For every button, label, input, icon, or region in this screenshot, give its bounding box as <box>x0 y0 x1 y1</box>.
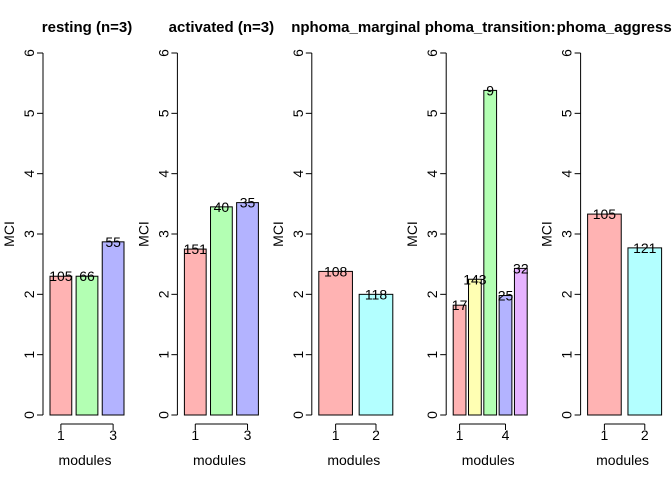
bar <box>210 206 233 416</box>
chart-panel: phoma_transition: 0 1 2 3 4 5 6 MCI 17 143 9 25 32 1 4 m… <box>404 19 555 468</box>
y-axis-label: MCI <box>404 221 420 247</box>
bar <box>452 304 467 416</box>
y-tick-label: 5 <box>559 109 575 117</box>
chart-panel: resting (n=3) 0 1 2 3 4 5 6 MCI 105 66 55 1 3 modules <box>1 19 132 468</box>
x-axis-label: modules <box>193 452 246 468</box>
x-tick-label: 1 <box>456 427 464 443</box>
bar <box>75 275 99 416</box>
x-axis-label: modules <box>462 452 515 468</box>
bar-value-label: 17 <box>452 297 468 313</box>
bar <box>183 248 207 416</box>
panel-title: phoma_aggressive <box>557 19 672 36</box>
y-tick-label: 1 <box>155 351 171 359</box>
y-tick-label: 4 <box>155 170 171 178</box>
x-tick-label: 1 <box>57 427 65 443</box>
bar <box>318 270 353 416</box>
y-tick-label: 4 <box>424 170 440 178</box>
y-tick-label: 0 <box>21 411 37 419</box>
x-axis-label: modules <box>327 452 380 468</box>
y-tick-label: 5 <box>290 109 306 117</box>
panel-title: phoma_transition: <box>425 19 556 36</box>
y-tick-label: 6 <box>21 49 37 57</box>
y-axis-label: MCI <box>135 221 151 247</box>
bar-value-label: 55 <box>105 234 121 250</box>
bar-value-label: 35 <box>240 195 256 211</box>
bar <box>468 278 482 416</box>
y-tick-label: 0 <box>155 411 171 419</box>
y-tick-label: 5 <box>155 109 171 117</box>
bar-value-label: 40 <box>214 199 230 215</box>
bar-value-label: 105 <box>593 206 617 222</box>
y-tick-label: 4 <box>559 170 575 178</box>
bar-value-label: 66 <box>79 268 95 284</box>
y-axis-label: MCI <box>1 221 17 247</box>
y-tick-label: 2 <box>559 290 575 298</box>
x-axis-label: modules <box>59 452 112 468</box>
bar <box>513 267 528 416</box>
y-tick-label: 0 <box>424 411 440 419</box>
y-tick-label: 6 <box>559 49 575 57</box>
bar-value-label: 143 <box>463 271 487 287</box>
y-tick-label: 2 <box>424 290 440 298</box>
chart-panel: nphoma_marginal 0 1 2 3 4 5 6 MCI 108 118 1 2 modules <box>270 19 421 468</box>
y-axis-label: MCI <box>539 221 555 247</box>
y-axis-label: MCI <box>270 221 286 247</box>
x-axis-label: modules <box>596 452 649 468</box>
x-tick-label: 2 <box>641 427 649 443</box>
y-tick-label: 4 <box>290 170 306 178</box>
y-tick-label: 4 <box>21 170 37 178</box>
panel-title: activated (n=3) <box>169 19 274 36</box>
chart-panel: activated (n=3) 0 1 2 3 4 5 6 MCI 151 40 35 1 3 module… <box>135 19 274 468</box>
x-tick-label: 1 <box>191 427 199 443</box>
bar-value-label: 32 <box>513 260 529 276</box>
x-tick-label: 3 <box>109 427 117 443</box>
bar <box>49 275 73 416</box>
y-tick-label: 1 <box>424 351 440 359</box>
y-tick-label: 0 <box>559 411 575 419</box>
y-tick-label: 3 <box>559 230 575 238</box>
y-tick-label: 6 <box>155 49 171 57</box>
y-tick-label: 1 <box>559 351 575 359</box>
bar-value-label: 108 <box>324 263 348 279</box>
x-tick-label: 3 <box>244 427 252 443</box>
y-tick-label: 5 <box>424 109 440 117</box>
x-tick-label: 1 <box>332 427 340 443</box>
y-tick-label: 3 <box>155 230 171 238</box>
y-tick-label: 3 <box>424 230 440 238</box>
x-tick-label: 4 <box>502 427 510 443</box>
bar <box>627 247 663 416</box>
y-tick-label: 1 <box>290 351 306 359</box>
bar-value-label: 121 <box>633 240 657 256</box>
bar <box>101 241 125 416</box>
bar <box>358 293 394 416</box>
bar <box>587 213 622 416</box>
bar-value-label: 151 <box>184 241 208 257</box>
y-tick-label: 3 <box>21 230 37 238</box>
y-tick-label: 2 <box>21 290 37 298</box>
y-tick-label: 2 <box>290 290 306 298</box>
y-tick-label: 1 <box>21 351 37 359</box>
bar <box>498 295 513 416</box>
bar-value-label: 118 <box>365 286 388 302</box>
y-tick-label: 5 <box>21 109 37 117</box>
bar <box>236 202 259 416</box>
panel-title: resting (n=3) <box>42 19 132 36</box>
y-tick-label: 0 <box>290 411 306 419</box>
y-tick-label: 6 <box>424 49 440 57</box>
y-tick-label: 3 <box>290 230 306 238</box>
bar-value-label: 105 <box>49 268 73 284</box>
y-tick-label: 6 <box>290 49 306 57</box>
bar <box>483 89 498 416</box>
chart-panel: phoma_aggressive 0 1 2 3 4 5 6 MCI 105 121 1 2 module… <box>539 19 672 468</box>
x-tick-label: 2 <box>372 427 380 443</box>
bar-value-label: 9 <box>486 82 494 98</box>
panel-title: nphoma_marginal <box>291 19 420 36</box>
bar-value-label: 25 <box>498 288 514 304</box>
y-tick-label: 2 <box>155 290 171 298</box>
x-tick-label: 1 <box>601 427 609 443</box>
